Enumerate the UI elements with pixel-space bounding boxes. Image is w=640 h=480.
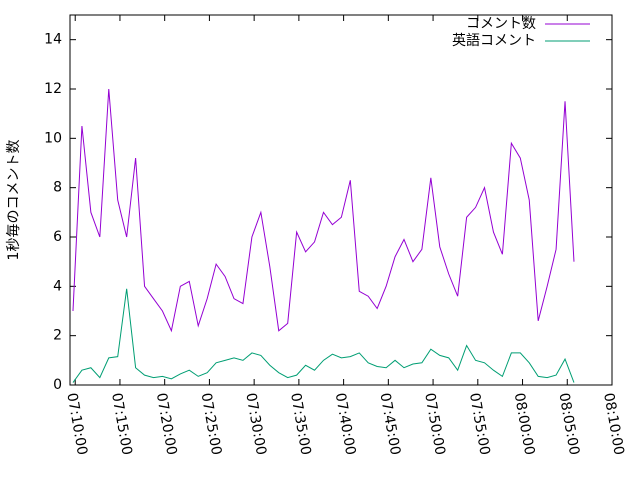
x-tick-label: 07:25:00 <box>198 392 225 457</box>
x-tick-label: 08:05:00 <box>555 392 582 457</box>
y-tick-label: 10 <box>44 130 62 146</box>
x-tick-label: 07:40:00 <box>332 392 359 457</box>
x-tick-label: 07:30:00 <box>242 392 269 457</box>
legend-label: 英語コメント <box>452 32 536 49</box>
x-tick-label: 07:20:00 <box>153 392 180 457</box>
plot-border <box>69 14 613 386</box>
y-tick-label: 12 <box>44 81 62 97</box>
y-tick-label: 6 <box>53 229 62 245</box>
line-series <box>72 88 575 333</box>
legend-label: コメント数 <box>466 16 536 32</box>
x-tick-label: 07:15:00 <box>108 392 135 457</box>
x-tick-label: 07:45:00 <box>376 392 403 457</box>
x-tick-label: 07:10:00 <box>63 392 90 457</box>
x-tick-label: 08:10:00 <box>600 392 627 457</box>
x-tick-label: 08:00:00 <box>511 392 538 457</box>
x-tick-label: 07:50:00 <box>421 392 448 457</box>
x-tick-label: 07:35:00 <box>287 392 314 457</box>
y-tick-label: 8 <box>53 180 62 196</box>
y-tick-label: 0 <box>53 377 62 393</box>
y-tick-label: 4 <box>53 278 62 294</box>
x-tick-label: 07:55:00 <box>466 392 493 457</box>
line-series <box>72 288 575 383</box>
y-tick-label: 14 <box>44 32 62 48</box>
y-axis-label: 1秒毎のコメント数 <box>6 140 22 261</box>
y-tick-label: 2 <box>53 328 62 344</box>
